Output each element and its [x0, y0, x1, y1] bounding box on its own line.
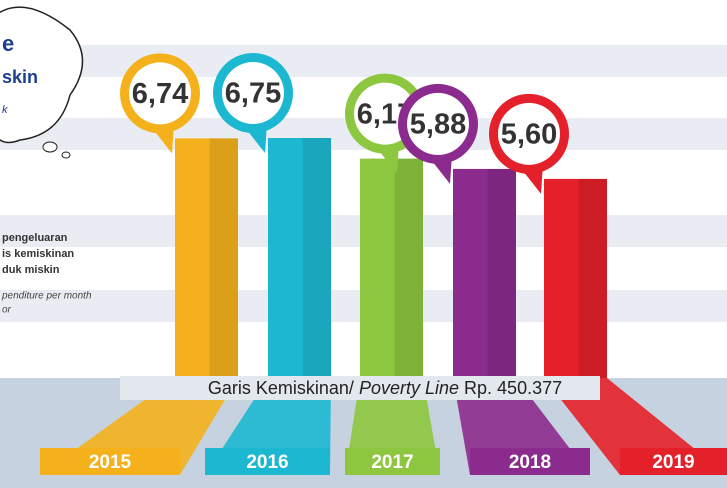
- pin-face: [222, 62, 284, 124]
- band: [0, 45, 727, 77]
- bubble-dot: [42, 141, 58, 153]
- pin-face: [129, 62, 191, 125]
- x-tick-label: 2017: [371, 452, 413, 473]
- side-text: is kemiskinan: [2, 248, 74, 260]
- x-tick-label: 2018: [509, 452, 551, 473]
- x-tick-label: 2016: [246, 452, 288, 473]
- bar-shade: [209, 138, 238, 378]
- year-base: [40, 448, 180, 475]
- pin-face: [498, 102, 560, 165]
- side-text: pengeluaran: [2, 232, 68, 244]
- bubble-text: skin: [2, 67, 38, 87]
- value-label: 5,88: [410, 109, 466, 141]
- bar: [544, 178, 607, 378]
- x-tick-label: 2019: [652, 452, 694, 473]
- bubble-text: k: [2, 104, 8, 116]
- side-text-en: or: [2, 305, 12, 316]
- poverty-line-label: Garis Kemiskinan/ Poverty Line Rp. 450.3…: [208, 378, 562, 398]
- poverty-line-band: [120, 376, 600, 400]
- year-base: [470, 448, 590, 475]
- bar-shade: [578, 178, 607, 378]
- x-tick-label: 2015: [89, 452, 132, 473]
- bubble-dot: [61, 151, 71, 159]
- bar-shade: [302, 138, 331, 378]
- bar: [360, 158, 423, 378]
- bubble-text: e: [2, 31, 14, 56]
- pin-face: [407, 92, 469, 155]
- value-label: 6,75: [225, 78, 281, 110]
- line-amount: Rp. 450.377: [464, 378, 562, 398]
- value-label: 5,60: [501, 119, 557, 151]
- thought-bubble: [0, 6, 84, 144]
- value-label: 6,74: [132, 78, 188, 110]
- year-base: [620, 448, 727, 475]
- bar: [175, 138, 238, 378]
- side-text-en: penditure per month: [1, 291, 92, 302]
- year-base: [205, 448, 330, 475]
- bar: [268, 138, 331, 378]
- line-text: Garis Kemiskinan/: [208, 378, 354, 398]
- year-base: [345, 448, 440, 475]
- line-italic: Poverty Line: [359, 378, 459, 398]
- bar-shade: [487, 168, 516, 378]
- side-text: duk miskin: [2, 264, 60, 276]
- bar: [453, 168, 516, 378]
- bar-shade: [394, 158, 423, 378]
